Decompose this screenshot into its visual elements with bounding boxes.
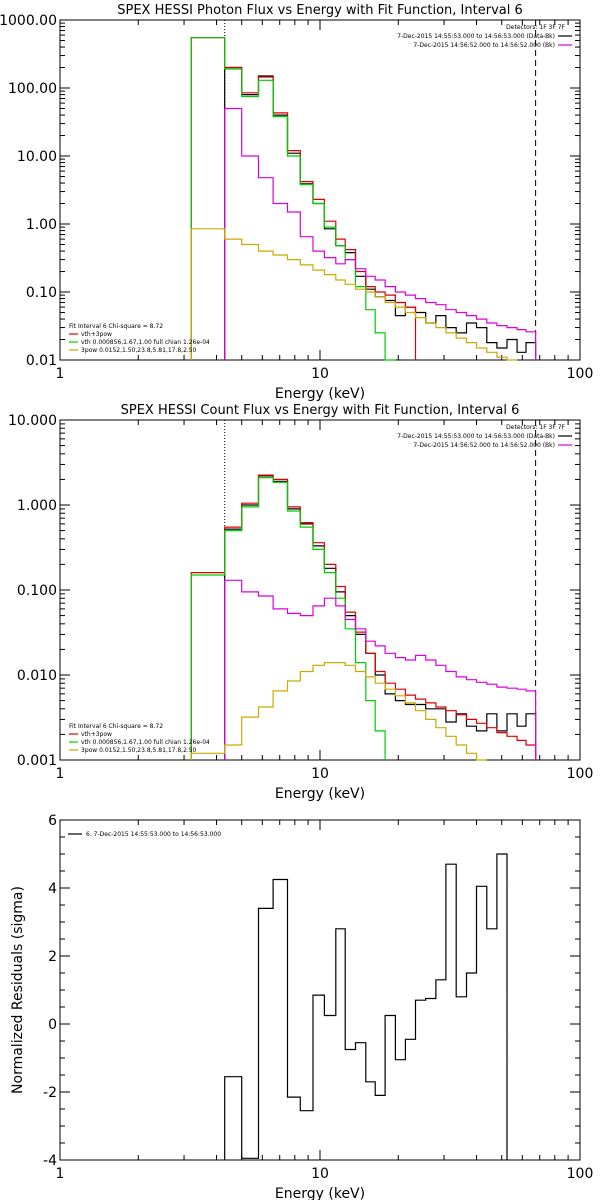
y-tick-label: 0.100 (17, 583, 57, 599)
legend-entry: 7-Dec-2015 14:55:53.000 to 14:56:53.000 … (397, 433, 555, 440)
y-tick-label: 10.000 (8, 413, 57, 429)
y-tick-label: 100.00 (8, 81, 57, 97)
y-tick-label: 4 (48, 881, 57, 897)
series-4-step-line (190, 662, 487, 761)
fit-legend-header: Fit Interval 6 Chi-square = 8.72 (69, 723, 163, 730)
plot-frame (59, 19, 581, 361)
chart-title: SPEX HESSI Count Flux vs Energy with Fit… (121, 403, 520, 418)
x-tick-label: 10 (311, 766, 329, 782)
plot-frame (59, 419, 581, 761)
x-tick-label: 1 (56, 1166, 65, 1182)
x-axis-label: Energy (keV) (275, 786, 365, 802)
y-tick-label: 0.010 (17, 668, 57, 684)
y-tick-label: 0.01 (26, 353, 57, 369)
y-tick-label: 2 (48, 949, 57, 965)
fit-legend-entry: vth 0.000856,1.67,1.00 full chian 1.26e-… (81, 739, 210, 746)
legend-header: Detectors: 1F 3F 7F (506, 24, 565, 31)
x-tick-label: 100 (567, 1166, 594, 1182)
fit-legend-entry: vth+3pow (81, 731, 112, 738)
y-tick-label: 6 (48, 813, 57, 829)
x-axis-label: Energy (keV) (275, 386, 365, 402)
x-tick-label: 100 (567, 766, 594, 782)
photon-flux-chart: SPEX HESSI Photon Flux vs Energy with Fi… (0, 3, 593, 402)
y-tick-label: 0.10 (26, 285, 57, 301)
x-tick-label: 100 (567, 366, 594, 382)
x-axis-label: Energy (keV) (275, 1186, 365, 1200)
y-tick-label: 10.00 (17, 149, 57, 165)
y-tick-label: 1000.00 (0, 13, 57, 29)
x-tick-label: 10 (311, 1166, 329, 1182)
x-tick-label: 1 (56, 366, 65, 382)
count-flux-chart: SPEX HESSI Count Flux vs Energy with Fit… (8, 403, 593, 802)
series-0-step-line (224, 853, 508, 1160)
series-2-step-line (190, 477, 386, 760)
legend-entry: 7-Dec-2015 14:55:53.000 to 14:56:53.000 … (397, 33, 555, 40)
fit-legend-header: Fit Interval 6 Chi-square = 8.72 (69, 323, 163, 330)
series-4-step-line (190, 228, 518, 361)
x-tick-label: 10 (311, 366, 329, 382)
x-tick-label: 1 (56, 766, 65, 782)
legend-header: Detectors: 1F 3F 7F (506, 424, 565, 431)
series-0-step-line (224, 66, 537, 360)
y-tick-label: -4 (43, 1153, 57, 1169)
legend-entry: 6. 7-Dec-2015 14:55:53.000 to 14:56:53.0… (86, 831, 221, 838)
y-tick-label: 1.000 (17, 498, 57, 514)
y-tick-label: 0.001 (17, 753, 57, 769)
y-tick-label: 0 (48, 1017, 57, 1033)
chart-title: SPEX HESSI Photon Flux vs Energy with Fi… (117, 3, 523, 18)
legend-entry: 7-Dec-2015 14:56:52.000 to 14:56:52.000 … (413, 42, 555, 49)
y-axis-label: Normalized Residuals (sigma) (10, 886, 26, 1094)
plot-frame (59, 819, 581, 1161)
y-tick-label: -2 (43, 1085, 57, 1101)
fit-legend-entry: 3pow 0.0152,1.50,23.8,5.81,17.8,2.50 (81, 747, 197, 754)
series-0-step-line (224, 475, 537, 760)
series-1-step-line (190, 474, 537, 760)
legend-entry: 7-Dec-2015 14:56:52.000 to 14:56:52.000 … (413, 442, 555, 449)
fit-legend-entry: vth+3pow (81, 331, 112, 338)
series-2-step-line (190, 37, 396, 361)
series-1-step-line (190, 37, 417, 360)
fit-legend-entry: vth 0.000856,1.67,1.00 full chian 1.26e-… (81, 339, 210, 346)
y-tick-label: 1.00 (26, 217, 57, 233)
series-3-step-line (224, 579, 537, 760)
residuals-chart: Energy (keV) Normalized Residuals (sigma… (10, 813, 593, 1200)
fit-legend-entry: 3pow 0.0152,1.50,23.8,5.81,17.8,2.50 (81, 347, 197, 354)
series-3-step-line (224, 107, 537, 360)
